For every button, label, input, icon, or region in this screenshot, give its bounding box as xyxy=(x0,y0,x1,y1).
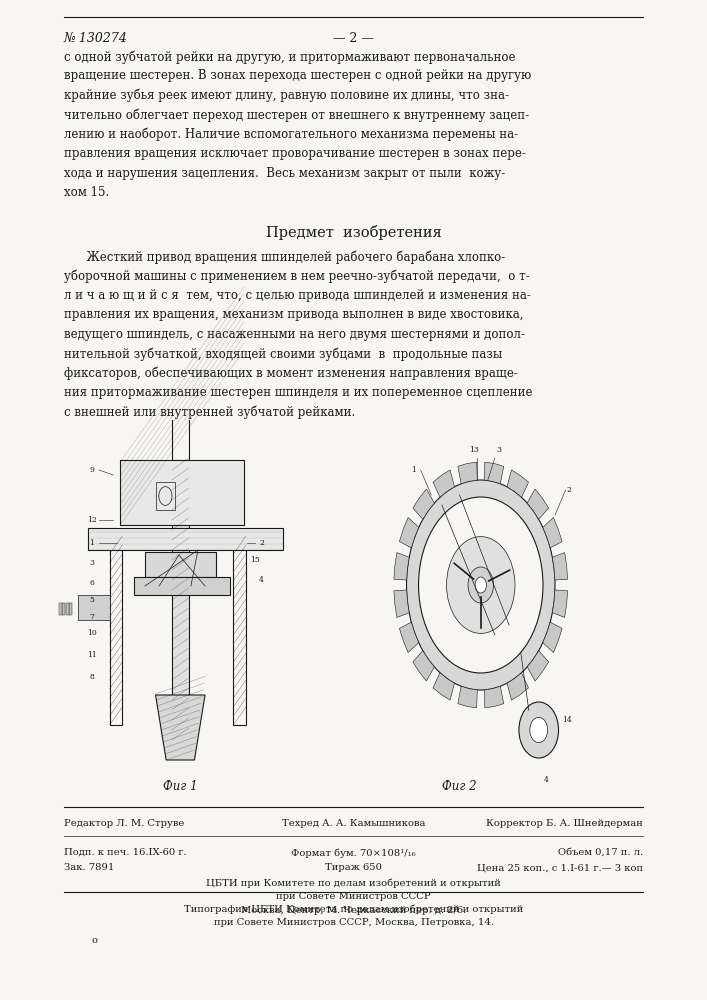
Text: с внешней или внутренней зубчатой рейками.: с внешней или внутренней зубчатой рейкам… xyxy=(64,406,355,419)
Bar xyxy=(88,528,283,550)
Polygon shape xyxy=(543,517,562,548)
Text: 1: 1 xyxy=(411,466,416,474)
Bar xyxy=(233,545,246,725)
Circle shape xyxy=(419,497,543,673)
Polygon shape xyxy=(399,517,419,548)
Text: лению и наоборот. Наличие вспомогательного механизма перемены на-: лению и наоборот. Наличие вспомогательно… xyxy=(64,128,518,141)
Polygon shape xyxy=(458,686,477,708)
Polygon shape xyxy=(394,553,409,580)
Polygon shape xyxy=(484,686,503,708)
Polygon shape xyxy=(156,695,205,760)
Circle shape xyxy=(407,480,555,690)
Text: правления вращения исключает проворачивание шестерен в зонах пере-: правления вращения исключает проворачива… xyxy=(64,147,525,160)
Text: 14: 14 xyxy=(562,716,572,724)
Text: Объем 0,17 п. л.: Объем 0,17 п. л. xyxy=(559,848,643,857)
Bar xyxy=(69,603,72,615)
Text: 12: 12 xyxy=(87,516,97,524)
Text: 13: 13 xyxy=(469,446,479,454)
Circle shape xyxy=(475,577,486,593)
Polygon shape xyxy=(394,590,409,617)
Text: нительной зубчаткой, входящей своими зубцами  в  продольные пазы: нительной зубчаткой, входящей своими зуб… xyxy=(64,347,502,361)
Bar xyxy=(59,603,62,615)
Text: Москва, Центр, М. Черкасский пер. д. 2/6.: Москва, Центр, М. Черкасский пер. д. 2/6… xyxy=(241,906,466,915)
Polygon shape xyxy=(433,470,455,497)
Text: хом 15.: хом 15. xyxy=(64,186,109,199)
Text: при Совете Министров СССР, Москва, Петровка, 14.: при Совете Министров СССР, Москва, Петро… xyxy=(214,918,493,927)
Text: Жесткий привод вращения шпинделей рабочего барабана хлопко-: Жесткий привод вращения шпинделей рабоче… xyxy=(64,250,505,263)
Text: Предмет  изобретения: Предмет изобретения xyxy=(266,225,441,240)
Circle shape xyxy=(447,537,515,633)
Bar xyxy=(120,460,244,525)
Text: Корректор Б. А. Шнейдерман: Корректор Б. А. Шнейдерман xyxy=(486,819,643,828)
Text: хода и нарушения зацепления.  Весь механизм закрыт от пыли  кожу-: хода и нарушения зацепления. Весь механи… xyxy=(64,167,505,180)
Text: Типография ЦБТИ Комитета по делам изобретений и открытий: Типография ЦБТИ Комитета по делам изобре… xyxy=(184,904,523,914)
Text: Фиг 2: Фиг 2 xyxy=(443,780,477,793)
Text: ведущего шпиндель, с насаженными на него двумя шестернями и допол-: ведущего шпиндель, с насаженными на него… xyxy=(64,328,525,341)
Polygon shape xyxy=(413,651,434,681)
Text: 2: 2 xyxy=(567,486,571,494)
Bar xyxy=(145,552,216,577)
Polygon shape xyxy=(458,462,477,484)
Polygon shape xyxy=(552,553,568,580)
Polygon shape xyxy=(484,462,503,484)
Text: 3: 3 xyxy=(496,446,501,454)
Text: 8: 8 xyxy=(90,673,94,681)
Text: 9: 9 xyxy=(90,466,94,474)
Text: № 130274: № 130274 xyxy=(64,32,127,45)
Polygon shape xyxy=(527,651,549,681)
Polygon shape xyxy=(507,470,529,497)
Text: 2: 2 xyxy=(259,539,264,547)
Text: Зак. 7891: Зак. 7891 xyxy=(64,863,114,872)
Text: при Совете Министров СССР: при Совете Министров СССР xyxy=(276,892,431,901)
Text: чительно облегчает переход шестерен от внешнего к внутреннему зацеп-: чительно облегчает переход шестерен от в… xyxy=(64,108,529,122)
Bar xyxy=(110,545,122,725)
Text: 4: 4 xyxy=(544,776,548,784)
Text: ЦБТИ при Комитете по делам изобретений и открытий: ЦБТИ при Комитете по делам изобретений и… xyxy=(206,878,501,888)
Bar xyxy=(156,482,175,510)
Text: 6: 6 xyxy=(90,579,94,587)
Polygon shape xyxy=(399,622,419,653)
Text: Тираж 650: Тираж 650 xyxy=(325,863,382,872)
Text: 5: 5 xyxy=(90,596,94,604)
Text: крайние зубья реек имеют длину, равную половине их длины, что зна-: крайние зубья реек имеют длину, равную п… xyxy=(64,89,508,103)
Polygon shape xyxy=(552,590,568,617)
Bar xyxy=(62,603,65,615)
Bar xyxy=(134,577,230,595)
Bar xyxy=(78,595,110,620)
Polygon shape xyxy=(413,489,434,519)
Text: Фиг 1: Фиг 1 xyxy=(163,780,197,793)
Text: 3: 3 xyxy=(89,559,95,567)
Text: вращение шестерен. В зонах перехода шестерен с одной рейки на другую: вращение шестерен. В зонах перехода шест… xyxy=(64,70,531,83)
Text: 7: 7 xyxy=(90,613,94,621)
Bar xyxy=(66,603,69,615)
Text: Цена 25 коп., с 1.I-61 г.— 3 коп: Цена 25 коп., с 1.I-61 г.— 3 коп xyxy=(477,863,643,872)
Text: Редактор Л. М. Струве: Редактор Л. М. Струве xyxy=(64,819,184,828)
Bar xyxy=(172,460,189,740)
Text: о: о xyxy=(92,936,98,945)
Circle shape xyxy=(530,717,548,743)
Text: 15: 15 xyxy=(250,556,259,564)
Text: уборочной машины с применением в нем реечно-зубчатой передачи,  о т-: уборочной машины с применением в нем рее… xyxy=(64,269,530,283)
Circle shape xyxy=(519,702,559,758)
Polygon shape xyxy=(543,622,562,653)
Text: ния притормаживание шестерен шпинделя и их попеременное сцепление: ния притормаживание шестерен шпинделя и … xyxy=(64,386,532,399)
Text: правления их вращения, механизм привода выполнен в виде хвостовика,: правления их вращения, механизм привода … xyxy=(64,308,523,321)
Text: с одной зубчатой рейки на другую, и притормаживают первоначальное: с одной зубчатой рейки на другую, и прит… xyxy=(64,50,515,64)
Text: фиксаторов, обеспечивающих в момент изменения направления враще-: фиксаторов, обеспечивающих в момент изме… xyxy=(64,367,518,380)
Text: Подп. к печ. 16.IX-60 г.: Подп. к печ. 16.IX-60 г. xyxy=(64,848,186,857)
Text: 11: 11 xyxy=(87,651,97,659)
Text: 4: 4 xyxy=(259,576,264,584)
Text: 10: 10 xyxy=(87,629,97,637)
Text: л и ч а ю щ и й с я  тем, что, с целью привода шпинделей и изменения на-: л и ч а ю щ и й с я тем, что, с целью пр… xyxy=(64,289,530,302)
Polygon shape xyxy=(527,489,549,519)
Polygon shape xyxy=(433,673,455,700)
Text: Техред А. А. Камышникова: Техред А. А. Камышникова xyxy=(282,819,425,828)
Circle shape xyxy=(468,567,493,603)
Polygon shape xyxy=(507,673,529,700)
Text: 1: 1 xyxy=(90,539,94,547)
Text: — 2 —: — 2 — xyxy=(333,32,374,45)
Text: Формат бум. 70×108¹/₁₆: Формат бум. 70×108¹/₁₆ xyxy=(291,848,416,858)
